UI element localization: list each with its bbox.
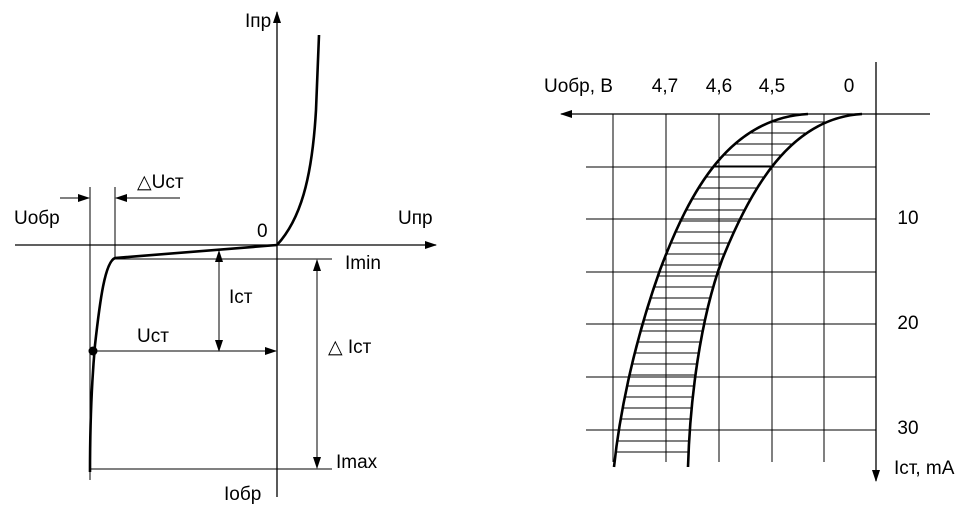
tick-label: 30 [897,418,918,439]
label: Iст [229,287,253,308]
label: Uобр [14,208,60,229]
hatching [615,121,828,453]
label: △Uст [137,172,184,193]
label: △ Iст [328,337,372,358]
label: Iобр [224,484,261,505]
curve-right [686,112,863,468]
tick-label: 4,6 [706,76,732,97]
left-diagram: Iпр Uпр Uобр 0 Iобр △Uст Imin Iст Uст △ … [14,11,437,505]
reverse-curve [88,243,278,473]
axis-label: Uобр, В [544,76,613,97]
label: Iпр [245,11,271,32]
tick-label: 0 [844,76,855,97]
tick-label: 20 [897,313,918,334]
label: Imax [336,452,378,473]
tick-label: 4,5 [759,76,785,97]
label: Imin [345,253,381,274]
axis-label: Iст, mA [894,458,955,479]
right-diagram: Uобр, В 4,7 4,6 4,5 0 10 20 30 Iст, mA [544,62,955,482]
grid [586,114,876,462]
curve-left [612,112,809,468]
label: 0 [257,221,268,242]
label: Uпр [398,208,433,229]
label: Uст [137,326,169,347]
forward-curve [276,34,321,246]
tick-label: 10 [897,208,918,229]
tick-label: 4,7 [652,76,678,97]
